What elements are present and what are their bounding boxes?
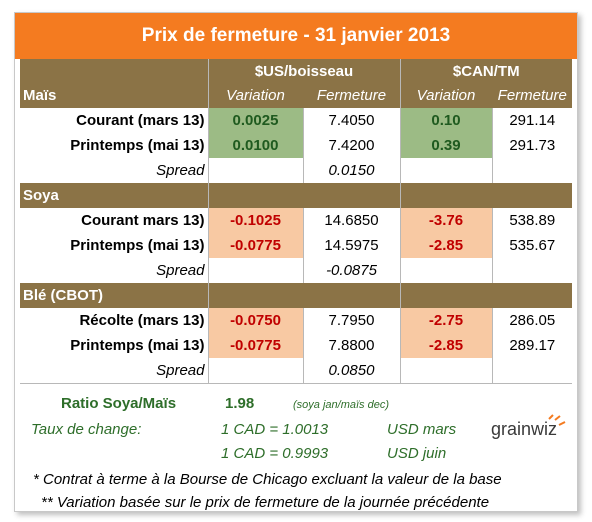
table-row: Printemps (mai 13) 0.0100 7.4200 0.39 29… <box>20 133 572 158</box>
exchange-rate: 1 CAD = 0.9993 <box>221 445 329 462</box>
logo-wordmark: grainwiz <box>491 419 557 439</box>
usd-unit-header: $US/boisseau <box>208 59 401 83</box>
empty-cell <box>303 183 401 208</box>
usd-variation: 0.0100 <box>208 133 304 158</box>
usd-variation: -0.0750 <box>208 308 304 333</box>
cad-close: 538.89 <box>509 212 556 229</box>
ratio-note: (soya jan/maïs dec) <box>293 399 389 411</box>
empty-cell <box>492 283 573 308</box>
spread-row: Spread 0.0150 <box>20 158 572 183</box>
ratio-value: 1.98 <box>225 395 255 412</box>
empty-cell <box>208 283 304 308</box>
table-row: Printemps (mai 13) -0.0775 7.8800 -2.85 … <box>20 333 572 358</box>
price-table: $US/boisseau $CAN/TM Maïs Variation Ferm… <box>20 59 573 384</box>
cad-unit-header: $CAN/TM <box>400 59 573 83</box>
section-name: Blé (CBOT) <box>20 283 209 308</box>
cad-variation: 0.39 <box>400 133 493 158</box>
empty-cell <box>492 158 572 183</box>
empty-cell <box>208 183 304 208</box>
contract-label: Printemps (mai 13) <box>20 333 209 358</box>
usd-variation-header: Variation <box>208 83 304 108</box>
contract-label: Courant mars 13) <box>20 208 209 233</box>
empty-cell <box>400 258 493 283</box>
footnote-1: * Contrat à terme à la Bourse de Chicago… <box>33 471 502 488</box>
contract-label: Printemps (mai 13) <box>20 233 209 258</box>
usd-variation: -0.0775 <box>208 233 304 258</box>
empty-cell <box>208 158 304 183</box>
usd-fermeture-header: Fermeture <box>303 83 401 108</box>
usd-close: 7.7950 <box>303 308 401 333</box>
exchange-unit: USD juin <box>387 445 447 462</box>
empty-cell <box>400 158 493 183</box>
section-name: Maïs <box>20 83 209 108</box>
unit-header-row: $US/boisseau $CAN/TM <box>20 59 573 83</box>
empty-cell <box>400 283 493 308</box>
spread-row: Spread 0.0850 <box>20 358 573 384</box>
usd-close: 14.6850 <box>303 208 401 233</box>
empty-cell <box>303 283 401 308</box>
cad-variation: -2.85 <box>400 233 493 258</box>
empty-cell <box>208 358 304 384</box>
section-header-row: Maïs Variation Fermeture Variation Ferme… <box>20 83 573 108</box>
usd-close: 7.4200 <box>303 133 401 158</box>
empty-header-cell <box>20 59 209 83</box>
spread-value: 0.0150 <box>303 158 401 183</box>
cad-close: 291.14 <box>509 112 556 129</box>
section-header-row: Soya <box>20 183 573 208</box>
exchange-rate: 1 CAD = 1.0013 <box>221 421 329 438</box>
spread-value: -0.0875 <box>303 258 401 283</box>
empty-cell <box>492 258 572 283</box>
usd-close: 7.8800 <box>303 333 401 358</box>
cad-close: 289.17 <box>509 337 556 354</box>
empty-cell <box>400 183 493 208</box>
usd-variation: -0.1025 <box>208 208 304 233</box>
exchange-label: Taux de change: <box>31 421 142 438</box>
usd-variation: -0.0775 <box>208 333 304 358</box>
section-header-row: Blé (CBOT) <box>20 283 573 308</box>
usd-close: 14.5975 <box>303 233 401 258</box>
spread-label: Spread <box>20 358 209 384</box>
spread-label: Spread <box>20 158 209 183</box>
cad-close: 286.05 <box>509 312 556 329</box>
card-title: Prix de fermeture - 31 janvier 2013 <box>15 13 577 59</box>
spread-value: 0.0850 <box>303 358 401 384</box>
contract-label: Courant (mars 13) <box>20 108 209 133</box>
contract-label: Printemps (mai 13) <box>20 133 209 158</box>
logo-spark <box>548 414 566 426</box>
cad-variation: -3.76 <box>400 208 493 233</box>
grainwiz-logo-icon: grainwiz <box>491 414 566 439</box>
cad-close: 535.67 <box>509 237 556 254</box>
price-card: Prix de fermeture - 31 janvier 2013 $US/… <box>14 12 578 512</box>
ratio-label: Ratio Soya/Maïs <box>61 395 177 412</box>
spread-label: Spread <box>20 258 209 283</box>
table-row: Courant (mars 13) 0.0025 7.4050 0.10 291… <box>20 108 572 133</box>
empty-cell <box>492 358 573 384</box>
usd-close: 7.4050 <box>303 108 401 133</box>
table-row: Récolte (mars 13) -0.0750 7.7950 -2.75 2… <box>20 308 572 333</box>
footnote-2: ** Variation basée sur le prix de fermet… <box>41 494 490 511</box>
cad-variation-header: Variation <box>400 83 493 108</box>
usd-variation: 0.0025 <box>208 108 304 133</box>
table-row: Printemps (mai 13) -0.0775 14.5975 -2.85… <box>20 233 572 258</box>
exchange-unit: USD mars <box>387 421 457 438</box>
cad-variation: 0.10 <box>400 108 493 133</box>
grainwiz-logo: grainwiz <box>489 413 581 443</box>
empty-cell <box>492 183 573 208</box>
cad-variation: -2.85 <box>400 333 493 358</box>
empty-cell <box>208 258 304 283</box>
cad-fermeture-header: Fermeture <box>492 83 573 108</box>
cad-close: 291.73 <box>509 137 556 154</box>
spread-row: Spread -0.0875 <box>20 258 572 283</box>
section-name: Soya <box>20 183 209 208</box>
empty-cell <box>400 358 493 384</box>
cad-variation: -2.75 <box>400 308 493 333</box>
contract-label: Récolte (mars 13) <box>20 308 209 333</box>
table-row: Courant mars 13) -0.1025 14.6850 -3.76 5… <box>20 208 572 233</box>
